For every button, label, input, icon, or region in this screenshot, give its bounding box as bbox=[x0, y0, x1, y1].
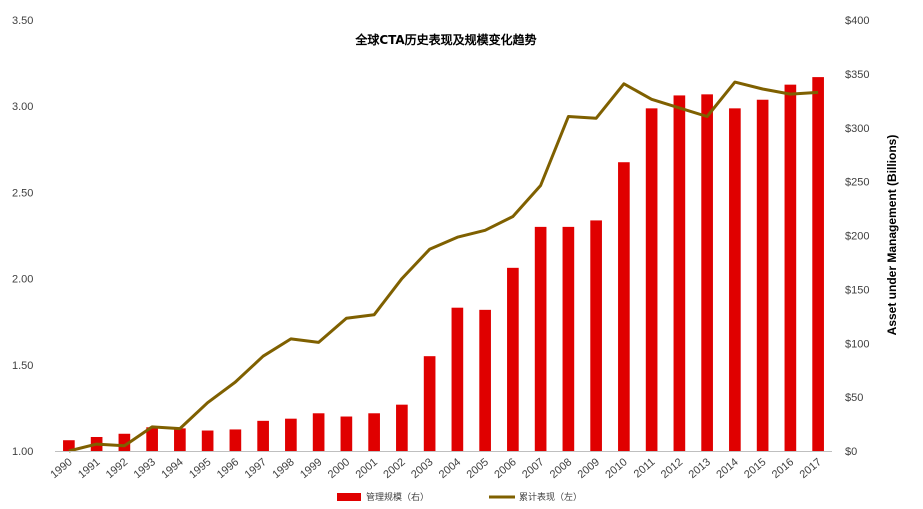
x-tick-label: 2003 bbox=[409, 456, 435, 481]
bar bbox=[812, 77, 824, 452]
right-tick-label: $400 bbox=[845, 15, 869, 27]
bar bbox=[174, 428, 186, 451]
bar bbox=[285, 418, 297, 451]
chart-title: 全球CTA历史表现及规模变化趋势 bbox=[354, 32, 536, 47]
bar bbox=[673, 95, 686, 452]
x-tick-label: 1997 bbox=[243, 456, 269, 481]
left-tick-label: 1.50 bbox=[12, 360, 33, 372]
bar bbox=[507, 267, 519, 451]
legend-label-bars: 管理规模（右） bbox=[366, 491, 429, 503]
x-tick-label: 2009 bbox=[576, 456, 602, 481]
bar bbox=[340, 416, 353, 451]
bar bbox=[118, 433, 131, 451]
bar bbox=[451, 307, 464, 451]
bar bbox=[590, 220, 602, 451]
legend-swatch-bars bbox=[337, 493, 361, 501]
x-tick-label: 2001 bbox=[354, 456, 380, 481]
left-tick-label: 3.00 bbox=[12, 101, 33, 113]
x-tick-label: 2006 bbox=[492, 456, 518, 481]
bar bbox=[229, 429, 242, 451]
bar bbox=[201, 430, 214, 451]
right-tick-label: $100 bbox=[845, 338, 869, 350]
bar bbox=[146, 427, 158, 451]
bar bbox=[756, 99, 769, 452]
x-tick-label: 1990 bbox=[48, 456, 74, 481]
right-tick-label: $300 bbox=[845, 123, 869, 135]
legend: 管理规模（右） 累计表现（左） bbox=[337, 491, 582, 503]
x-tick-label: 1999 bbox=[298, 456, 324, 481]
bar bbox=[562, 226, 575, 451]
right-tick-label: $350 bbox=[845, 69, 869, 81]
x-tick-label: 1994 bbox=[159, 456, 185, 481]
x-tick-label: 2016 bbox=[770, 456, 796, 481]
x-tick-label: 1995 bbox=[187, 456, 213, 481]
x-tick-label: 1996 bbox=[215, 456, 241, 481]
right-tick-label: $0 bbox=[845, 446, 857, 458]
bar bbox=[368, 413, 380, 451]
x-tick-label: 2000 bbox=[326, 456, 352, 481]
x-tick-label: 2008 bbox=[548, 456, 574, 481]
right-tick-label: $200 bbox=[845, 231, 869, 243]
right-axis-title: Asset under Management (Billions) bbox=[885, 135, 899, 336]
bar bbox=[729, 108, 741, 451]
line-series bbox=[68, 80, 819, 453]
x-tick-label: 2004 bbox=[437, 456, 463, 481]
bar bbox=[257, 420, 269, 451]
x-tick-label: 2015 bbox=[742, 456, 768, 481]
bar bbox=[618, 162, 630, 452]
bar bbox=[701, 94, 713, 451]
x-tick-label: 2012 bbox=[659, 456, 685, 481]
x-tick-label: 2017 bbox=[798, 456, 824, 481]
left-tick-label: 2.00 bbox=[12, 274, 33, 286]
left-axis: 1.00 1.50 2.00 2.50 3.00 3.50 bbox=[12, 15, 33, 458]
bar bbox=[479, 309, 491, 451]
right-tick-label: $50 bbox=[845, 392, 863, 404]
x-tick-label: 2002 bbox=[381, 456, 407, 481]
x-tick-label: 2011 bbox=[632, 456, 658, 480]
bar bbox=[534, 226, 547, 451]
x-tick-label: 2014 bbox=[714, 456, 740, 481]
x-tick-label: 2005 bbox=[465, 456, 491, 481]
x-tick-label: 1993 bbox=[132, 456, 158, 481]
left-tick-label: 2.50 bbox=[12, 187, 33, 199]
right-tick-label: $150 bbox=[845, 284, 869, 296]
bar bbox=[423, 356, 436, 451]
right-tick-label: $250 bbox=[845, 177, 869, 189]
bar bbox=[63, 440, 75, 451]
x-tick-label: 2013 bbox=[687, 456, 713, 481]
x-axis: 1990 1991 1992 1993 1994 1995 1996 1997 1998 1999… bbox=[48, 451, 832, 481]
right-axis: $0 $50 $100 $150 $200 $250 $300 $350 $400 bbox=[845, 15, 869, 458]
x-tick-label: 1991 bbox=[76, 456, 102, 481]
left-tick-label: 1.00 bbox=[12, 446, 33, 458]
line-path bbox=[68, 80, 819, 453]
x-tick-label: 1992 bbox=[104, 456, 130, 481]
legend-label-line: 累计表现（左） bbox=[519, 491, 582, 503]
bar bbox=[645, 108, 658, 451]
bar bbox=[312, 413, 325, 451]
bar-series bbox=[63, 77, 824, 452]
x-tick-label: 2010 bbox=[603, 456, 629, 481]
x-tick-label: 1998 bbox=[270, 456, 296, 481]
x-tick-label: 2007 bbox=[520, 456, 546, 481]
bar bbox=[396, 404, 408, 451]
bar bbox=[784, 84, 797, 452]
left-tick-label: 3.50 bbox=[12, 15, 33, 27]
